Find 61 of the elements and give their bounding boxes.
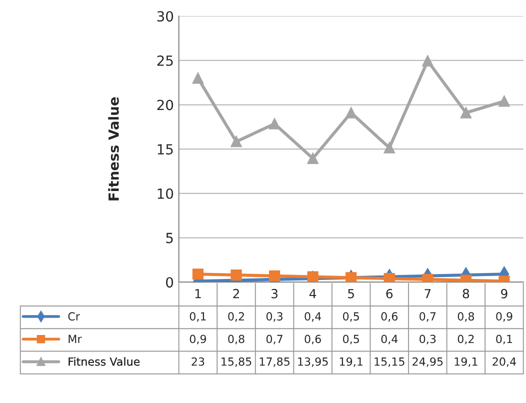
point bbox=[230, 269, 242, 281]
point bbox=[346, 107, 357, 118]
data-label: 19,1 bbox=[454, 357, 478, 367]
point bbox=[422, 274, 434, 282]
data-label: 23 bbox=[192, 357, 204, 366]
data-label: 0,2 bbox=[458, 334, 474, 344]
data-label: 17,85 bbox=[260, 357, 290, 367]
y-axis-title: Fitness Value bbox=[108, 97, 119, 200]
data-label: 0,7 bbox=[266, 334, 282, 344]
data-label: 0,9 bbox=[496, 312, 512, 322]
point bbox=[230, 136, 242, 148]
point bbox=[384, 273, 395, 282]
data-label: 0,5 bbox=[343, 312, 359, 322]
point bbox=[268, 118, 280, 130]
data-label: 0,2 bbox=[228, 312, 244, 322]
point bbox=[192, 268, 204, 280]
data-label: 0,6 bbox=[381, 312, 398, 322]
data-label: 0,8 bbox=[228, 334, 244, 344]
x-tick-label: 6 bbox=[386, 288, 393, 298]
data-label: 0,3 bbox=[420, 334, 436, 344]
y-tick-label: 15 bbox=[158, 144, 173, 155]
x-tick-label: 5 bbox=[348, 289, 354, 298]
data-label: 20,4 bbox=[492, 357, 516, 367]
legend-label: Fitness Value bbox=[68, 357, 140, 366]
data-label: 19,1 bbox=[340, 357, 362, 367]
y-tick-label: 0 bbox=[166, 277, 174, 288]
y-tick-label: 20 bbox=[157, 100, 174, 110]
legend-label: Cr bbox=[68, 312, 80, 321]
data-label: 0,4 bbox=[304, 312, 322, 322]
y-tick-label: 10 bbox=[158, 188, 174, 199]
data-label: 0,5 bbox=[343, 334, 359, 344]
x-tick-label: 2 bbox=[233, 288, 239, 298]
point bbox=[384, 142, 395, 154]
y-tick-label: 30 bbox=[157, 11, 174, 22]
data-label: 0,6 bbox=[304, 334, 321, 344]
point bbox=[498, 96, 510, 107]
data-label: 0,9 bbox=[190, 334, 206, 344]
data-label: 0,1 bbox=[190, 312, 206, 322]
data-label: 13,95 bbox=[298, 357, 328, 367]
legend-label: Mr bbox=[68, 334, 82, 344]
data-label: 0,1 bbox=[496, 334, 512, 344]
data-label: 24,95 bbox=[412, 357, 443, 367]
point bbox=[192, 72, 204, 84]
x-tick-label: 8 bbox=[462, 288, 470, 298]
x-tick-label: 1 bbox=[195, 289, 201, 298]
point bbox=[422, 55, 434, 66]
y-tick-label: 5 bbox=[166, 232, 173, 244]
x-tick-label: 9 bbox=[501, 288, 508, 298]
data-label: 15,15 bbox=[374, 358, 404, 367]
data-label: 15,85 bbox=[222, 357, 252, 367]
x-tick-label: 7 bbox=[424, 289, 431, 298]
point bbox=[307, 152, 318, 164]
y-tick-label: 25 bbox=[157, 55, 173, 66]
point bbox=[460, 107, 472, 118]
data-label: 0,3 bbox=[266, 312, 282, 322]
data-label: 0,4 bbox=[381, 334, 398, 344]
x-tick-label: 4 bbox=[309, 289, 316, 298]
data-label: 0,8 bbox=[458, 312, 474, 322]
x-tick-label: 3 bbox=[272, 288, 278, 298]
data-label: 0,7 bbox=[420, 312, 436, 322]
point bbox=[346, 272, 357, 282]
